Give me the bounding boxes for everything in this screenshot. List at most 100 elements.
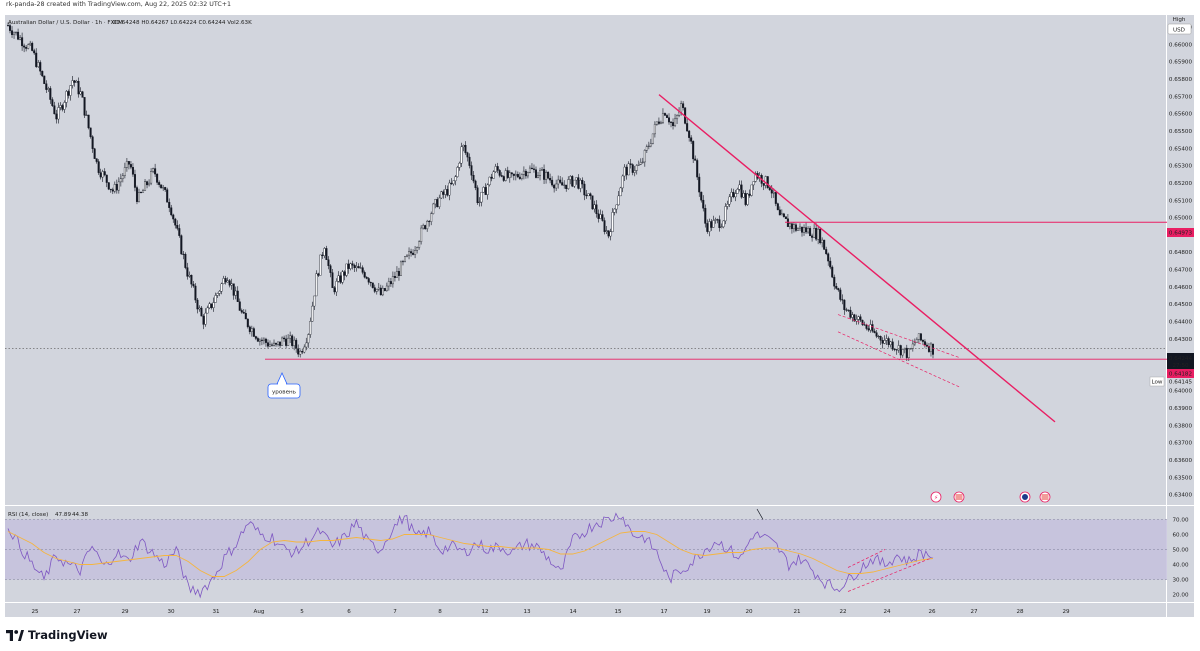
currency-box[interactable]: [1167, 23, 1192, 35]
candle-213: [436, 197, 439, 208]
symbol-line: Australian Dollar / U.S. Dollar · 1h · F…: [8, 20, 123, 26]
price-tick-27: 0.63400: [1169, 493, 1193, 499]
candle-77: [162, 184, 165, 191]
candle-451: [915, 337, 918, 343]
channel-upper-line[interactable]: [837, 314, 961, 359]
candle-0: [6, 22, 9, 27]
candle-147: [303, 344, 306, 354]
candle-427: [867, 325, 870, 332]
candle-400: [813, 224, 816, 238]
candle-207: [424, 224, 427, 230]
candle-101: [210, 303, 213, 310]
candle-201: [412, 249, 415, 256]
candle-430: [873, 328, 876, 334]
lightning-event-icon[interactable]: [930, 491, 942, 503]
candle-264: [539, 167, 542, 181]
candle-398: [809, 226, 812, 237]
candle-233: [476, 185, 479, 205]
candle-186: [381, 285, 384, 297]
rsi-value: 47.89: [55, 512, 71, 518]
x-tick-10: 12: [481, 609, 488, 615]
candle-15: [37, 59, 40, 69]
candle-393: [798, 223, 801, 231]
candle-59: [125, 158, 128, 172]
price-tick-9: 0.65200: [1169, 181, 1193, 187]
candle-162: [333, 285, 336, 295]
annotation-callout[interactable]: уровень: [267, 372, 301, 399]
candle-375: [762, 183, 765, 191]
high-label: High: [1173, 17, 1186, 23]
candle-129: [266, 339, 269, 349]
rsi-trendline-upper[interactable]: [847, 549, 886, 568]
footer-brand: TradingView: [28, 628, 108, 642]
rsi-lines: [7, 508, 934, 599]
candle-387: [786, 213, 789, 227]
candle-138: [285, 334, 288, 348]
candle-231: [472, 170, 475, 184]
candle-103: [214, 292, 217, 303]
candle-386: [784, 216, 787, 219]
candle-394: [801, 226, 804, 237]
rsi-tick-5: 20.00: [1172, 593, 1188, 599]
event-icons[interactable]: ⚡: [930, 491, 1051, 503]
candle-32: [71, 76, 74, 89]
downtrend-line[interactable]: [658, 94, 1056, 423]
candle-266: [543, 164, 546, 185]
candle-368: [748, 189, 751, 198]
candle-329: [670, 121, 673, 128]
candle-335: [682, 101, 685, 111]
price-tick-5: 0.65600: [1169, 112, 1193, 118]
candle-227: [464, 141, 467, 155]
candle-296: [603, 217, 606, 235]
price-tick-10: 0.65100: [1169, 198, 1193, 204]
candle-388: [788, 222, 791, 230]
candle-352: [716, 218, 719, 224]
candle-209: [428, 220, 431, 227]
candle-270: [551, 176, 554, 187]
candle-116: [240, 308, 243, 314]
candle-166: [341, 270, 344, 285]
candle-385: [782, 212, 785, 218]
candle-89: [186, 262, 189, 280]
candle-383: [778, 206, 781, 216]
candle-61: [129, 160, 132, 170]
channel-lower-line[interactable]: [837, 331, 961, 388]
candle-301: [613, 208, 616, 216]
price-tick-17: 0.64400: [1169, 319, 1193, 325]
price-tick-23: 0.63800: [1169, 423, 1193, 429]
candle-422: [857, 315, 860, 325]
candle-242: [494, 163, 497, 173]
ohlc-line: O0.64248 H0.64267 L0.64224 C0.64244 Vol2…: [112, 20, 252, 26]
candle-446: [905, 344, 908, 361]
last-price-text: 0.64244: [1169, 356, 1193, 362]
price-tick-14: 0.64700: [1169, 268, 1193, 274]
candle-156: [321, 251, 324, 259]
rsi-tick-4: 30.00: [1172, 578, 1188, 584]
candle-51: [109, 188, 112, 193]
candle-454: [921, 339, 924, 345]
candle-219: [448, 179, 451, 201]
candle-106: [220, 282, 223, 295]
candle-436: [885, 334, 888, 345]
price-tick-24: 0.63700: [1169, 441, 1193, 447]
candle-443: [899, 344, 902, 359]
candle-195: [399, 260, 402, 276]
candle-119: [246, 318, 249, 329]
candle-197: [404, 256, 407, 263]
candle-337: [686, 118, 689, 132]
candle-441: [895, 348, 898, 355]
candle-411: [835, 282, 838, 290]
candle-459: [932, 343, 935, 359]
candle-364: [740, 180, 743, 199]
candle-22: [51, 97, 54, 108]
x-tick-16: 20: [745, 609, 753, 615]
candle-124: [256, 336, 259, 342]
candle-198: [406, 254, 409, 258]
candle-350: [712, 215, 715, 228]
candle-71: [150, 168, 153, 186]
candle-40: [87, 114, 90, 130]
candle-224: [458, 161, 461, 171]
candle-302: [615, 204, 618, 214]
rsi-axis-bg: [1167, 506, 1194, 602]
